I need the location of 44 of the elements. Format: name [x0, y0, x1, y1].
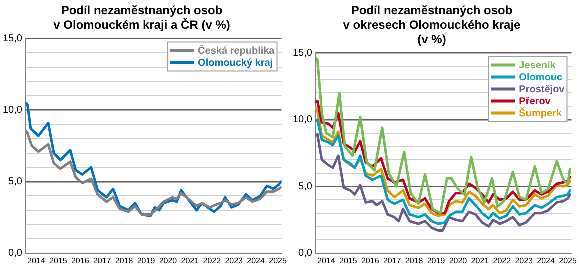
y-tick-label: 10,0: [2, 105, 23, 116]
x-tick-label: 2025: [269, 256, 288, 266]
legend-label: Prostějov: [519, 84, 566, 96]
x-tick-label: 2023: [225, 256, 244, 266]
legend-label: Olomouc: [519, 72, 563, 84]
x-tick-label: 2025: [559, 256, 578, 266]
x-tick-label: 2022: [493, 256, 512, 266]
text: Podíl nezaměstnaných osob: [351, 4, 513, 18]
x-tick-label: 2017: [383, 256, 402, 266]
x-tick-label: 2014: [318, 256, 336, 266]
y-tick-label: 15,0: [292, 48, 313, 59]
x-tick-label: 2015: [340, 256, 358, 266]
x-tick-label: 2016: [71, 256, 90, 266]
text: v okresech Olomouckého kraje: [343, 18, 521, 32]
y-tick-label: 0,0: [298, 248, 313, 260]
text: (v %): [418, 32, 446, 46]
x-tick-label: 2016: [361, 256, 380, 266]
legend-label: Přerov: [519, 96, 552, 108]
text: Podíl nezaměstnaných osob: [61, 4, 223, 18]
legend-label: Šumperk: [519, 107, 562, 120]
x-tick-label: 2021: [471, 256, 490, 266]
x-tick-label: 2014: [28, 256, 46, 266]
legend-label: Olomoucký kraj: [198, 58, 274, 70]
x-tick-label: 2020: [449, 256, 468, 266]
x-tick-label: 2019: [137, 256, 156, 266]
y-tick-label: 5,0: [8, 176, 23, 188]
x-tick-label: 2022: [203, 256, 222, 266]
x-tick-label: 2020: [159, 256, 178, 266]
x-tick-label: 2021: [181, 256, 200, 266]
x-tick-label: 2024: [247, 256, 266, 266]
x-tick-label: 2024: [537, 256, 556, 266]
x-tick-label: 2023: [515, 256, 534, 266]
legend-label: Jeseník: [519, 60, 556, 72]
y-tick-label: 15,0: [2, 34, 23, 45]
x-tick-label: 2018: [405, 256, 424, 266]
text: v Olomouckém kraji a ČR (v %): [54, 18, 230, 32]
x-tick-label: 2019: [427, 256, 446, 266]
x-tick-label: 2018: [115, 256, 134, 266]
y-tick-label: 10,0: [292, 114, 313, 126]
x-tick-label: 2017: [93, 256, 112, 266]
legend-label: Česká republika: [198, 45, 276, 58]
y-tick-label: 5,0: [298, 181, 313, 192]
y-tick-label: 0,0: [8, 248, 23, 260]
x-tick-label: 2015: [50, 256, 68, 266]
